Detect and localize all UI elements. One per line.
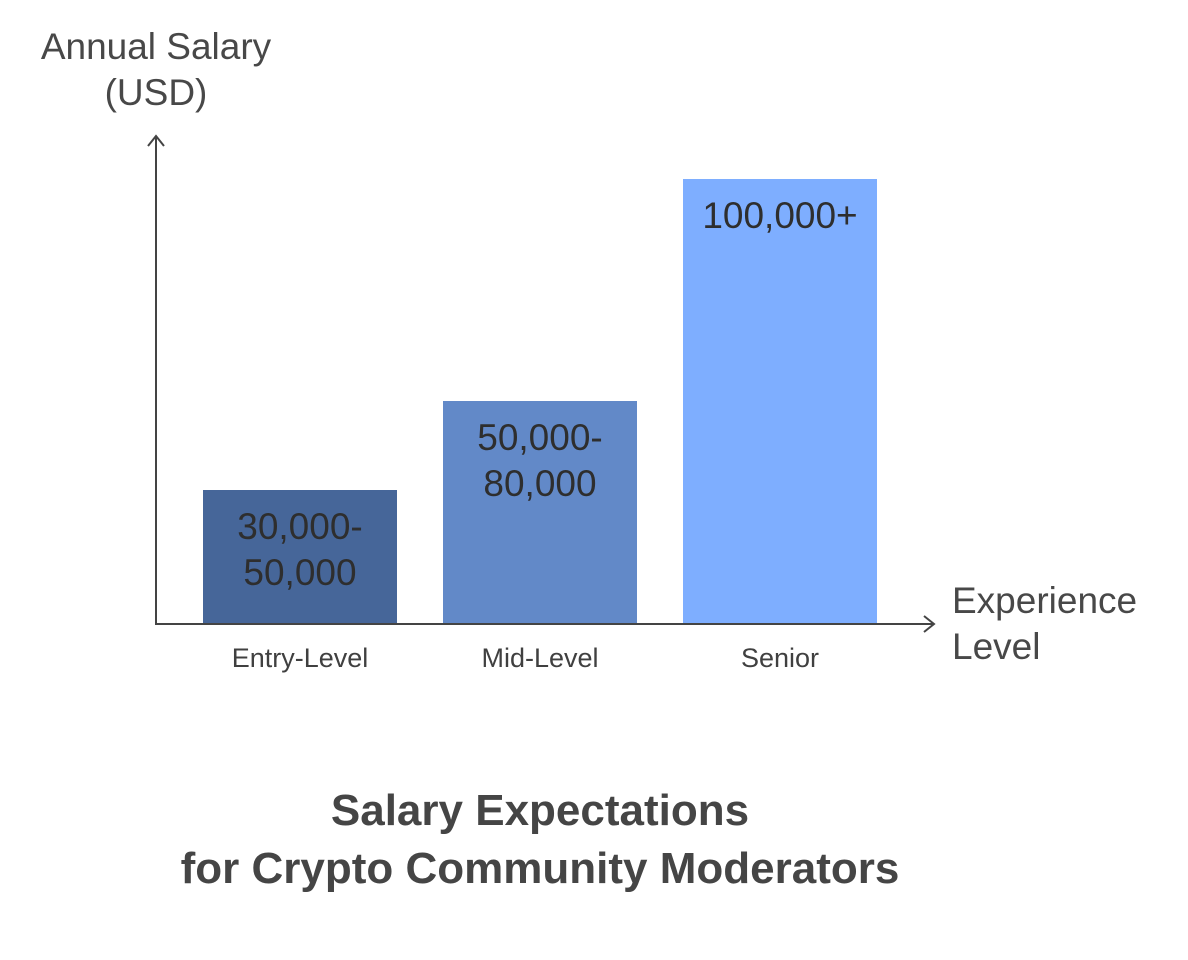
bar-value-label: 30,000- 50,000 bbox=[203, 504, 397, 596]
x-axis-label: Experience Level bbox=[952, 578, 1137, 670]
x-axis-label-line-2: Level bbox=[952, 626, 1041, 667]
bar-value-line: 80,000 bbox=[483, 463, 597, 504]
y-axis-label-line-2: (USD) bbox=[104, 72, 208, 113]
x-tick-label-mid-level: Mid-Level bbox=[481, 643, 599, 673]
chart-title-line-2: for Crypto Community Moderators bbox=[180, 844, 900, 893]
bar-value-line: 100,000+ bbox=[702, 195, 858, 236]
bar-senior: 100,000+ bbox=[683, 179, 877, 623]
bar-value-line: 50,000- bbox=[477, 417, 603, 458]
bar-value-line: 50,000 bbox=[243, 552, 357, 593]
y-axis-arrow-icon bbox=[147, 134, 165, 147]
chart-title-line-1: Salary Expectations bbox=[330, 786, 750, 835]
x-tick-label-senior: Senior bbox=[740, 643, 820, 673]
y-axis-label-line-1: Annual Salary bbox=[40, 26, 272, 67]
bar-value-label: 100,000+ bbox=[683, 193, 877, 239]
bar-value-label: 50,000- 80,000 bbox=[443, 415, 637, 507]
bar-value-line: 30,000- bbox=[237, 506, 363, 547]
bar-entry-level: 30,000- 50,000 bbox=[203, 490, 397, 623]
x-tick-label-entry-level: Entry-Level bbox=[231, 643, 369, 673]
chart-title: Salary Expectations for Crypto Community… bbox=[0, 782, 1080, 898]
x-axis-arrow-icon bbox=[923, 615, 936, 633]
bar-mid-level: 50,000- 80,000 bbox=[443, 401, 637, 623]
x-axis-label-line-1: Experience bbox=[952, 580, 1138, 621]
y-axis-label: Annual Salary (USD) bbox=[20, 24, 292, 116]
